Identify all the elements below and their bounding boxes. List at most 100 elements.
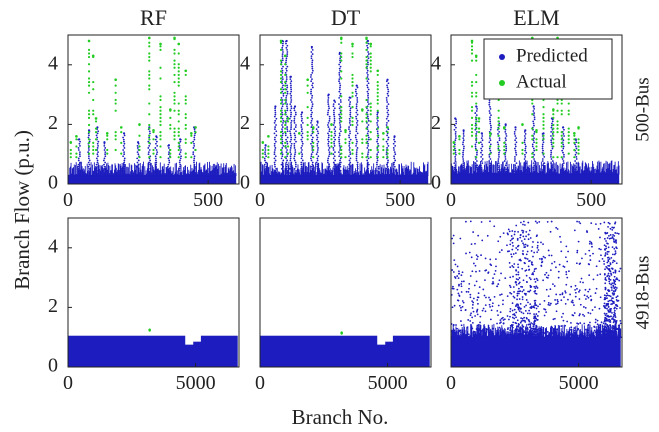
predicted-point: [515, 278, 518, 280]
predicted-bar: [307, 167, 309, 177]
predicted-point: [347, 99, 350, 101]
predicted-point: [348, 128, 350, 131]
predicted-point: [192, 140, 195, 143]
predicted-bar: [313, 170, 315, 177]
predicted-point: [96, 142, 99, 145]
predicted-point: [137, 159, 140, 162]
predicted-bar: [188, 169, 190, 177]
actual-point: [577, 145, 580, 148]
predicted-bar: [362, 173, 364, 177]
predicted-point: [355, 155, 358, 158]
predicted-point: [385, 167, 388, 170]
predicted-bar: [469, 166, 471, 175]
actual-point: [177, 148, 180, 152]
predicted-bar: [280, 174, 281, 177]
predicted-point: [315, 161, 318, 164]
predicted-bar: [460, 329, 462, 339]
predicted-point: [579, 281, 582, 283]
predicted-bar: [278, 172, 280, 177]
actual-point: [369, 45, 372, 48]
predicted-bar: [486, 335, 488, 339]
predicted-bar: [98, 164, 100, 177]
actual-point: [351, 55, 354, 59]
predicted-point: [556, 302, 559, 305]
predicted-point: [525, 304, 527, 307]
predicted-bar: [186, 173, 188, 177]
x-tick-label: 500: [385, 189, 415, 211]
predicted-bar: [504, 167, 505, 175]
actual-point: [152, 138, 155, 141]
predicted-point: [519, 233, 522, 236]
actual-point: [351, 148, 354, 152]
actual-point: [344, 156, 347, 159]
predicted-point: [290, 80, 293, 83]
predicted-point: [148, 136, 151, 139]
predicted-point: [301, 136, 304, 139]
predicted-point: [338, 90, 341, 93]
predicted-point: [552, 283, 554, 286]
actual-point: [452, 148, 455, 152]
predicted-point: [339, 169, 342, 172]
predicted-point: [609, 308, 611, 310]
predicted-point: [123, 142, 126, 145]
predicted-point: [607, 221, 610, 224]
actual-point: [173, 102, 176, 105]
predicted-point: [541, 160, 544, 162]
predicted-point: [533, 158, 535, 160]
predicted-point: [387, 138, 389, 141]
y-tick-label: 2: [240, 112, 250, 134]
actual-point: [340, 52, 343, 55]
predicted-point: [525, 162, 528, 165]
predicted-bar: [263, 174, 265, 177]
predicted-point: [606, 324, 609, 326]
actual-point: [330, 123, 333, 126]
predicted-point: [513, 230, 516, 233]
predicted-point: [498, 279, 501, 282]
predicted-point: [327, 142, 330, 145]
predicted-point: [301, 142, 304, 145]
predicted-point: [367, 117, 370, 120]
actual-point: [297, 132, 301, 135]
predicted-point: [562, 151, 564, 154]
predicted-point: [367, 138, 370, 141]
predicted-point: [536, 279, 539, 282]
predicted-point: [137, 153, 140, 156]
predicted-bar: [318, 162, 320, 177]
predicted-point: [367, 61, 369, 64]
actual-point: [330, 134, 333, 137]
predicted-bar: [586, 336, 588, 339]
predicted-point: [498, 130, 501, 133]
actual-point: [535, 129, 538, 132]
predicted-bar: [211, 165, 213, 177]
predicted-point: [532, 168, 535, 171]
predicted-bar: [520, 326, 521, 339]
predicted-point: [514, 314, 516, 317]
predicted-bar: [620, 328, 622, 339]
predicted-bar: [489, 166, 491, 175]
actual-point: [470, 106, 474, 109]
predicted-bar: [569, 327, 571, 339]
predicted-bar: [372, 170, 374, 177]
actual-point: [138, 123, 141, 126]
predicted-bar: [415, 174, 417, 177]
predicted-bar: [347, 170, 349, 177]
actual-point: [497, 109, 500, 112]
predicted-point: [531, 143, 534, 146]
predicted-point: [524, 133, 527, 135]
predicted-point: [524, 243, 527, 246]
predicted-point: [596, 274, 599, 277]
predicted-point: [347, 174, 350, 176]
actual-point: [190, 132, 193, 135]
predicted-bar: [482, 172, 483, 175]
predicted-point: [394, 169, 397, 172]
predicted-bar: [609, 162, 611, 175]
predicted-bar: [425, 170, 427, 177]
predicted-point: [155, 149, 158, 151]
predicted-bar: [503, 329, 504, 339]
predicted-point: [355, 103, 358, 106]
row-label-4918-bus: 4918-Bus: [632, 256, 653, 330]
predicted-point: [596, 319, 599, 322]
actual-point: [369, 42, 373, 46]
actual-point: [284, 88, 287, 91]
